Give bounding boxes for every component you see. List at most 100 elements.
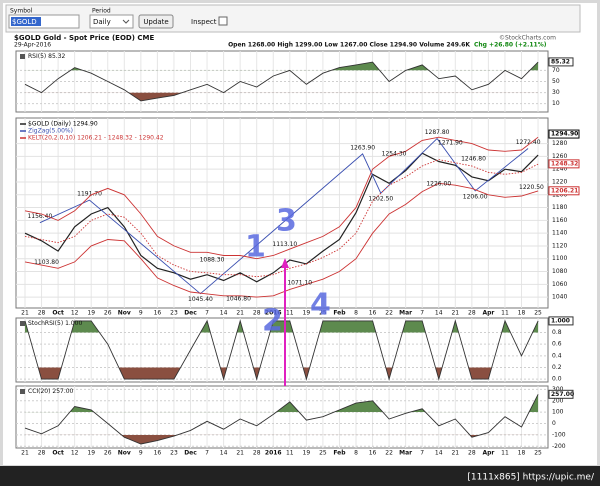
update-button[interactable] — [138, 14, 174, 29]
x-tick-label: Apr — [482, 450, 494, 457]
x-tick-label: 25 — [319, 450, 327, 457]
y-tick-label: 0.0 — [552, 376, 562, 383]
pivot-label: 1206.00 — [463, 193, 488, 200]
indicator-line — [24, 61, 539, 102]
footer: [1111x865] https://upic.me/ — [467, 473, 595, 483]
price-label: 1046.80 — [226, 295, 251, 302]
chart-title: $GOLD Gold - Spot Price (EOD) CME — [14, 34, 154, 42]
oversold-fill — [25, 367, 539, 380]
inspect-checkbox[interactable] — [218, 16, 228, 26]
x-tick-label: 7 — [205, 450, 209, 457]
price-label: 1226.00 — [426, 181, 451, 188]
x-tick-label: Nov — [118, 310, 131, 317]
y-tick-label: 1220 — [552, 178, 567, 185]
value-box-label: 1248.32 — [551, 160, 578, 167]
x-tick-label: 18 — [518, 310, 526, 317]
value-box — [548, 316, 574, 326]
x-tick-label: 16 — [154, 310, 162, 317]
quote: Open 1268.00 High 1299.00 Low 1267.00 Cl… — [228, 42, 470, 49]
legend-entry: $GOLD (Daily) 1294.90 — [28, 121, 98, 128]
x-tick-label: 28 — [468, 310, 476, 317]
pivot-label: 1287.80 — [425, 129, 450, 136]
x-tick-label: 28 — [253, 310, 261, 317]
y-tick-label: 30 — [552, 89, 560, 96]
change: Chg +26.80 (+2.11%) — [474, 42, 547, 49]
oversold-fill — [121, 434, 481, 444]
price-label: 1071.10 — [287, 280, 312, 287]
y-tick-label: 1240 — [552, 166, 567, 173]
symbol-label: Symbol — [10, 8, 33, 15]
title-swatch — [20, 321, 25, 326]
indicator-title: RSI(5) 85.32 — [28, 53, 66, 60]
x-tick-label: Oct — [52, 310, 64, 317]
value-box-label: 1.000 — [551, 317, 570, 324]
period-label: Period — [92, 8, 111, 15]
handwriting: 4 — [310, 288, 331, 323]
y-tick-label: 1280 — [552, 140, 567, 147]
update-label[interactable]: Update — [143, 18, 168, 26]
period-value[interactable]: Daily — [93, 18, 111, 26]
y-tick-label: 1040 — [552, 294, 567, 301]
value-box — [548, 57, 574, 67]
footer-bar — [0, 466, 600, 486]
period-select[interactable] — [89, 14, 134, 29]
y-tick-label: 1180 — [552, 204, 567, 211]
y-tick-label: 70 — [552, 67, 560, 74]
date: 29-Apr-2016 — [14, 42, 51, 49]
x-tick-label: 25 — [319, 310, 327, 317]
x-tick-label: 14 — [220, 450, 228, 457]
y-tick-label: -100 — [552, 431, 566, 438]
x-tick-label: 21 — [451, 310, 459, 317]
x-tick-label: 19 — [303, 450, 311, 457]
handwriting: 2 — [262, 304, 283, 339]
symbol-value[interactable]: $GOLD — [12, 18, 37, 26]
legend-entry: KELT(20,2.0,10) 1206.21 - 1248.32 - 1290… — [28, 135, 164, 142]
x-tick-label: 2016 — [265, 450, 282, 457]
y-tick-label: 0.2 — [552, 364, 562, 371]
x-tick-label: 12 — [71, 450, 79, 457]
legend-entry: ZigZag(5.00%) — [28, 128, 73, 135]
x-tick-label: 7 — [205, 310, 209, 317]
x-tick-label: 16 — [369, 450, 377, 457]
y-tick-label: 200 — [552, 397, 564, 404]
value-box-label: 257.00 — [551, 391, 574, 398]
x-tick-label: 14 — [435, 310, 443, 317]
pivot-label: 1191.70 — [77, 191, 102, 198]
title-swatch — [20, 389, 25, 394]
x-tick-label: 26 — [104, 450, 112, 457]
y-tick-label: 300 — [552, 386, 564, 393]
inspect-label[interactable]: Inspect — [191, 18, 217, 26]
x-tick-label: 14 — [435, 450, 443, 457]
y-tick-label: 50 — [552, 78, 560, 85]
y-tick-label: 1100 — [552, 255, 567, 262]
y-tick-label: 0.8 — [552, 329, 562, 336]
y-tick-label: 0.6 — [552, 341, 562, 348]
price-label: 1254.30 — [382, 151, 407, 158]
x-tick-label: 22 — [385, 310, 393, 317]
value-box-label: 1206.21 — [551, 187, 578, 194]
overbought-fill — [25, 320, 539, 333]
y-tick-label: 1080 — [552, 268, 567, 275]
x-tick-label: 19 — [87, 310, 95, 317]
keltner-line — [24, 182, 539, 298]
indicator-title: CCI(20) 257.00 — [28, 388, 74, 395]
handwriting: 3 — [276, 204, 297, 239]
pivot-label: 1045.40 — [188, 296, 213, 303]
y-tick-label: 0 — [552, 420, 556, 427]
title-swatch — [20, 54, 25, 59]
x-tick-label: 23 — [170, 450, 178, 457]
value-box — [548, 159, 580, 169]
x-tick-label: 11 — [286, 310, 294, 317]
keltner-line — [24, 136, 539, 260]
x-tick-label: 11 — [501, 450, 509, 457]
x-tick-label: 26 — [104, 310, 112, 317]
price-label: 1246.80 — [461, 155, 486, 162]
x-tick-label: 9 — [139, 450, 143, 457]
keltner-line — [24, 159, 539, 278]
x-tick-label: Feb — [333, 310, 346, 317]
price-label: 1220.50 — [519, 184, 544, 191]
dropdown-arrow — [122, 19, 130, 24]
x-tick-label: 25 — [534, 450, 542, 457]
price-label: 1113.10 — [272, 241, 297, 248]
